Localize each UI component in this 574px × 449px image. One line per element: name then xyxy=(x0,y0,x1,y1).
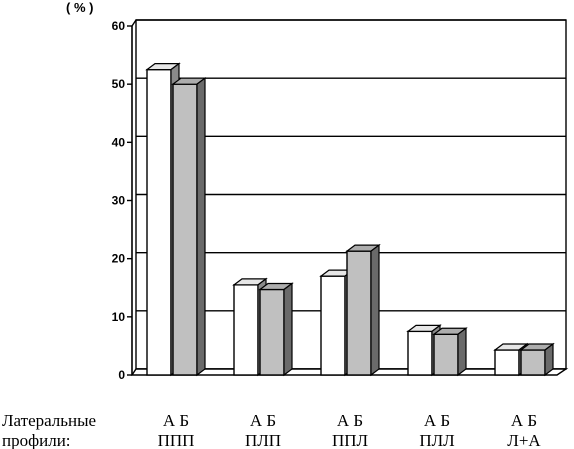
bar-front xyxy=(433,333,459,376)
row-label-line2: профили: xyxy=(2,431,71,449)
y-tick-label: 60 xyxy=(112,19,126,33)
bar-side xyxy=(370,243,380,377)
bar-front xyxy=(146,68,172,376)
bar-Б-1 xyxy=(258,282,294,377)
category-ab-label: А Б xyxy=(250,411,276,430)
bar-front xyxy=(407,330,433,376)
bars xyxy=(145,62,555,377)
y-tick-label: 0 xyxy=(118,368,125,382)
bar-side xyxy=(283,282,293,377)
y-unit-label: ( % ) xyxy=(66,0,93,15)
bar-Б-3 xyxy=(432,327,468,377)
category-name-label: ПЛЛ xyxy=(419,431,455,449)
y-tick-label: 30 xyxy=(112,194,126,208)
bar-front xyxy=(233,284,259,376)
category-name-label: ППЛ xyxy=(332,431,369,449)
bar-front xyxy=(259,288,285,376)
bar-front xyxy=(172,83,198,376)
y-axis: 0 10 20 30 40 50 60 xyxy=(112,19,137,382)
bar-front xyxy=(494,349,520,376)
bar-side xyxy=(544,342,554,377)
bar-Б-4 xyxy=(519,342,555,377)
category-ab-label: А Б xyxy=(511,411,537,430)
category-ab-label: А Б xyxy=(163,411,189,430)
bar-front xyxy=(520,349,546,376)
y-tick-label: 50 xyxy=(112,77,126,91)
bar-front xyxy=(320,275,346,376)
category-name-label: Л+А xyxy=(507,431,541,449)
y-tick-label: 40 xyxy=(112,135,126,149)
bar-side xyxy=(196,76,206,377)
category-ab-label: А Б xyxy=(424,411,450,430)
row-label-line1: Латеральные xyxy=(2,411,96,430)
y-axis-depth-edge xyxy=(131,19,137,27)
y-tick-label: 20 xyxy=(112,252,126,266)
y-tick-label: 10 xyxy=(112,310,126,324)
bar-Б-2 xyxy=(345,243,381,377)
bar-front xyxy=(346,250,372,376)
category-ab-label: А Б xyxy=(337,411,363,430)
bar-side xyxy=(457,327,467,377)
category-name-label: ППП xyxy=(158,431,195,449)
category-name-label: ПЛП xyxy=(245,431,281,449)
bar-Б-0 xyxy=(171,76,207,377)
